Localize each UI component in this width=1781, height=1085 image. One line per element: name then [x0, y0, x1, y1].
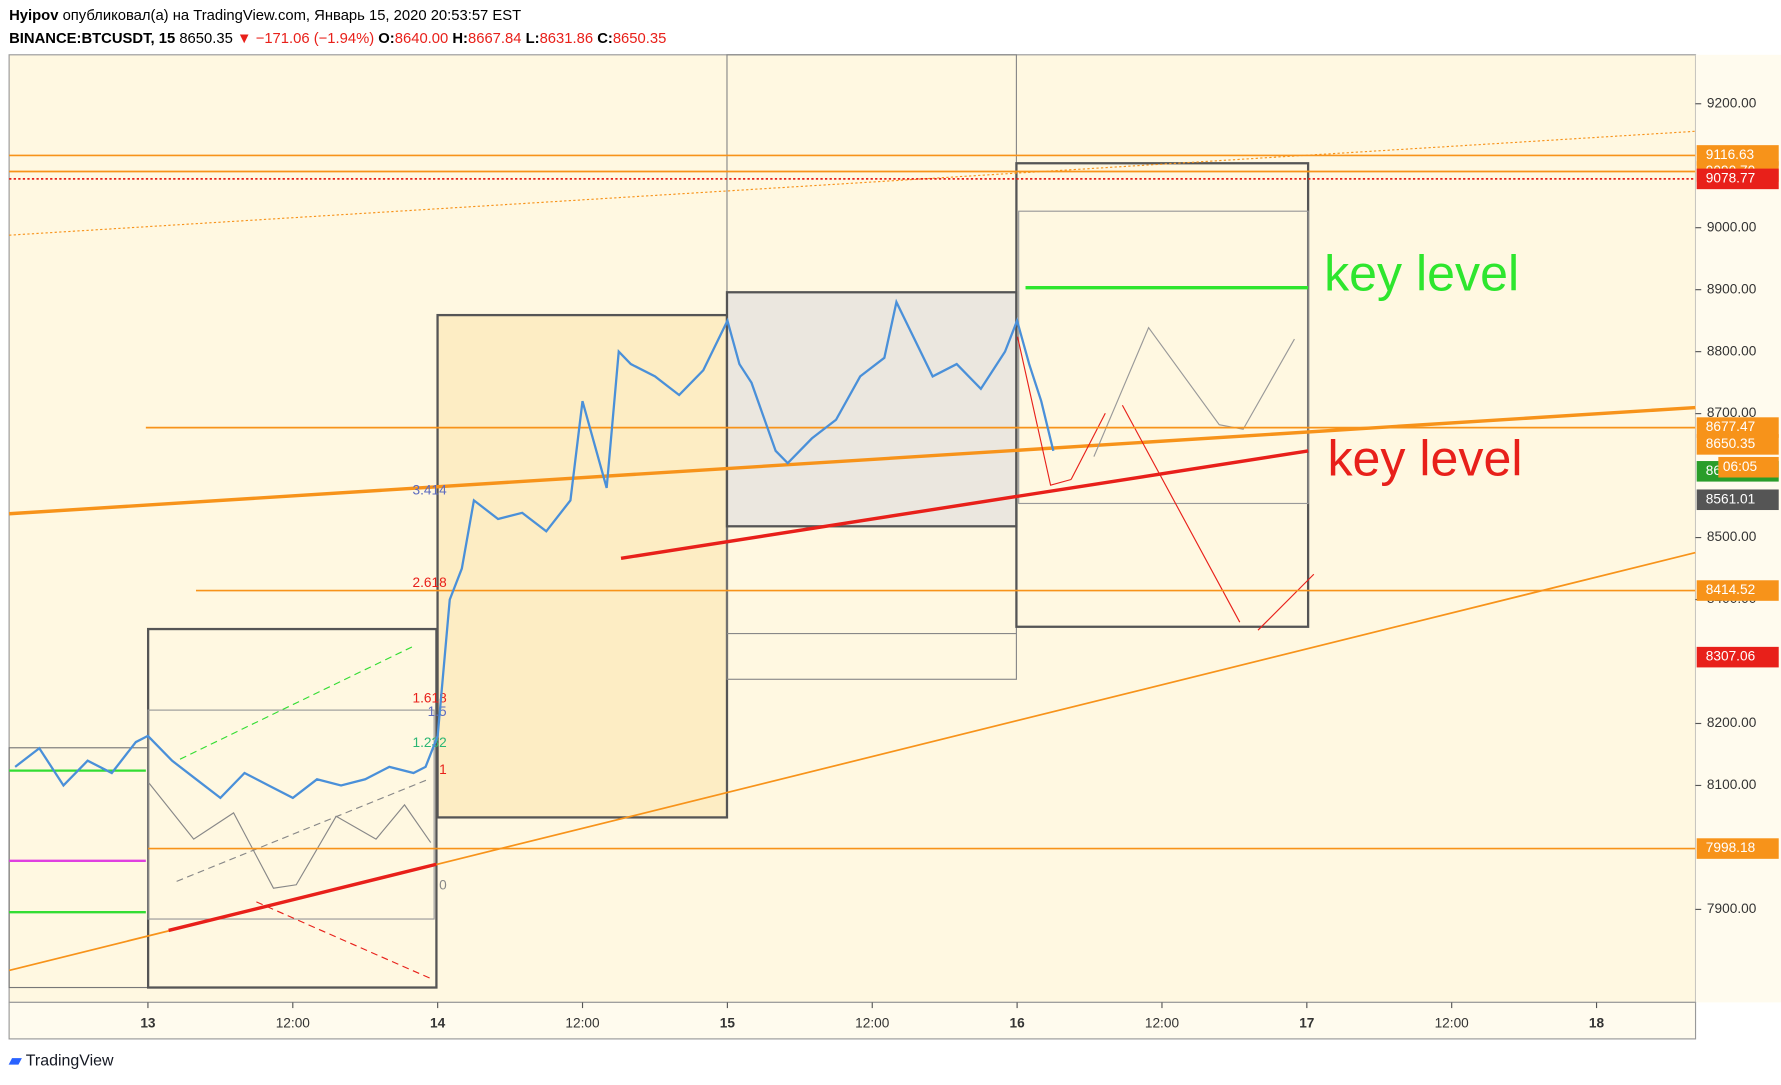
arrow [1121, 405, 1241, 623]
y-tick-label: 9200.00 [1707, 95, 1757, 110]
trend-line [620, 449, 1309, 560]
price-tag-label: 7998.18 [1706, 840, 1756, 855]
x-tick-label: 12:00 [855, 1016, 890, 1031]
price-tag-label: 9078.77 [1706, 170, 1755, 185]
author: Hyipov [9, 8, 59, 24]
x-tick-label: 13 [140, 1016, 156, 1031]
brand: ▰ TradingView [8, 1053, 114, 1070]
x-tick-label: 12:00 [565, 1016, 600, 1031]
x-tick-label: 17 [1299, 1016, 1314, 1031]
annotation: key level [1327, 431, 1522, 487]
arrow [1070, 413, 1106, 480]
trend-line [168, 862, 437, 933]
fib-label: 1 [439, 762, 447, 777]
x-tick-label: 16 [1010, 1016, 1026, 1031]
trend-line [9, 130, 1696, 236]
annotation: key level [1324, 246, 1519, 302]
y-tick-label: 7900.00 [1707, 901, 1757, 916]
fib-label: 2.618 [412, 575, 447, 590]
arrow [1093, 326, 1295, 457]
plot-area [8, 54, 1697, 1003]
box [725, 291, 1018, 528]
logo: ▰ [8, 1053, 26, 1070]
price-tag [1696, 145, 1779, 166]
countdown: 06:05 [1723, 459, 1758, 474]
header-line: Hyipov опубликовал(а) на TradingView.com… [9, 8, 521, 24]
o: 8640.00 [395, 31, 448, 47]
last: 8650.35 [179, 31, 232, 47]
l: 8631.86 [540, 31, 593, 47]
symbol: BINANCE:BTCUSDT, 15 [9, 31, 175, 47]
x-tick-label: 14 [430, 1016, 446, 1031]
time-axis [8, 1001, 1697, 1040]
fib-label: 1.618 [412, 690, 447, 705]
box [1018, 210, 1309, 505]
y-tick-label: 9000.00 [1707, 219, 1757, 234]
price-tag-label: 8307.06 [1706, 649, 1755, 664]
price-tag-label: 8677.47 [1706, 419, 1755, 434]
price-tag-label: 8650.35 [1706, 436, 1756, 451]
countdown-tag [1718, 456, 1779, 478]
change: ▼ −171.06 (−1.94%) [237, 31, 374, 47]
price-tag [1696, 434, 1779, 455]
symbol-line: BINANCE:BTCUSDT, 15 8650.35 ▼ −171.06 (−… [9, 31, 666, 47]
fib-label: 1.232 [412, 735, 446, 750]
price-tag [1696, 646, 1779, 668]
x-tick-label: 15 [720, 1016, 736, 1031]
y-tick-label: 8500.00 [1707, 529, 1757, 544]
fib-label: 0 [439, 878, 447, 893]
price-tag [1696, 838, 1779, 859]
price-line-series [14, 298, 1055, 800]
x-tick-label: 12:00 [1145, 1016, 1180, 1031]
y-tick-label: 8800.00 [1707, 343, 1757, 358]
l-label: L: [526, 31, 540, 47]
y-tick-label: 8900.00 [1707, 281, 1757, 296]
arrow [1016, 336, 1072, 486]
x-tick-label: 12:00 [1435, 1016, 1470, 1031]
h-label: H: [452, 31, 468, 47]
c-label: C: [597, 31, 613, 47]
arrow [1257, 573, 1315, 631]
drawings [8, 54, 1696, 989]
h: 8667.84 [468, 31, 521, 47]
published: опубликовал(а) на TradingView.com, Январ… [63, 8, 522, 24]
price-tag-label: 8561.01 [1706, 491, 1755, 506]
price-tag [1696, 168, 1779, 190]
c: 8650.35 [613, 31, 666, 47]
fib-label: 3.414 [412, 483, 447, 498]
y-tick-label: 8200.00 [1707, 715, 1757, 730]
price-tag [1696, 489, 1779, 511]
y-tick-label: 8100.00 [1707, 777, 1757, 792]
arrow [147, 781, 432, 889]
box [147, 709, 435, 920]
arrow [256, 901, 434, 981]
o-label: O: [378, 31, 394, 47]
price-tag [1696, 580, 1779, 601]
y-tick-label: 8700.00 [1707, 405, 1757, 420]
arrow [179, 644, 417, 760]
fib-label: 1.5 [428, 704, 447, 719]
x-tick-label: 12:00 [276, 1016, 311, 1031]
box [436, 313, 729, 819]
x-tick-label: 18 [1589, 1016, 1605, 1031]
price-tag-label: 9116.63 [1706, 147, 1754, 162]
price-tag [1696, 417, 1779, 438]
price-tag-label: 8414.52 [1706, 582, 1755, 597]
trend-line [9, 405, 1696, 516]
brand-text: TradingView [26, 1053, 114, 1070]
